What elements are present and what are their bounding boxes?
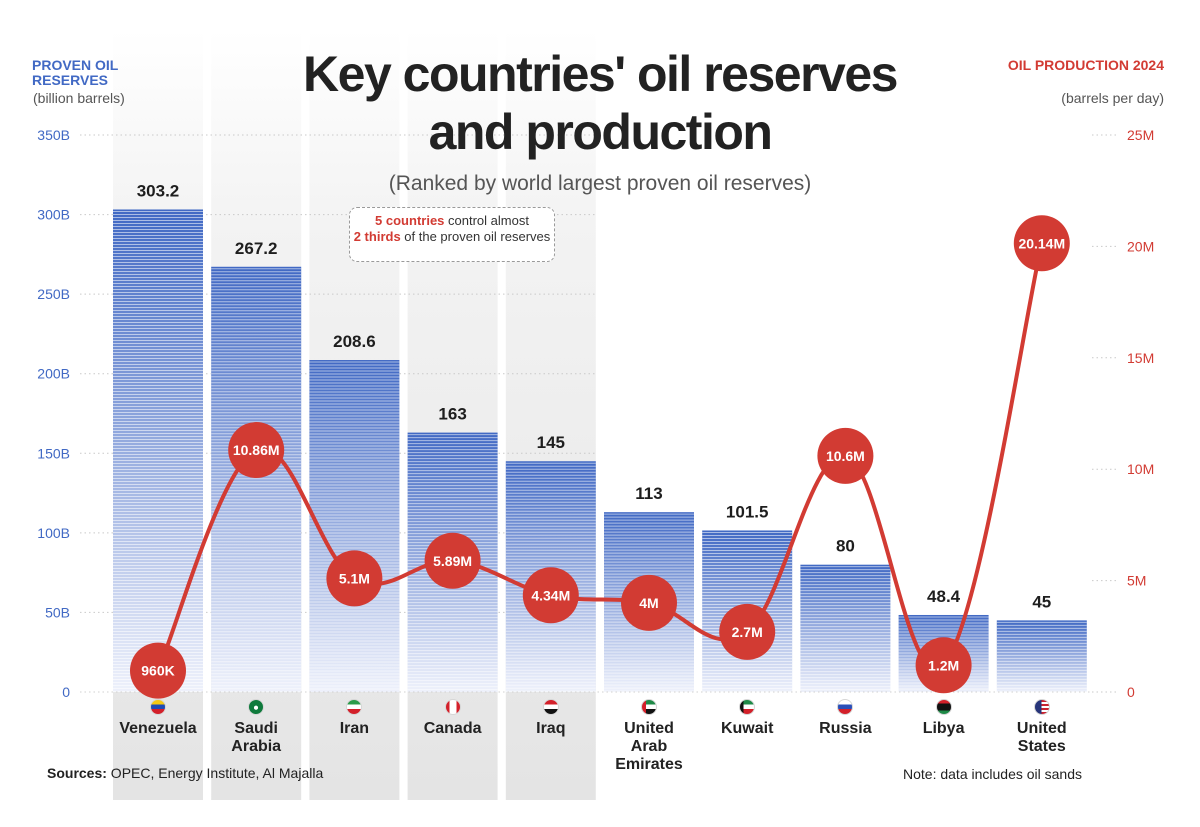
right-tick-label: 10M: [1127, 461, 1154, 477]
iran-flag-icon: [346, 699, 363, 715]
reserve-value-label: 48.4: [927, 587, 961, 606]
annotation-bold-1: 5 countries: [375, 213, 445, 228]
russia-flag-icon: [837, 699, 854, 715]
left-tick-label: 50B: [45, 604, 70, 620]
reserve-bar: [211, 266, 302, 692]
annotation-bold-2: 2 thirds: [353, 229, 401, 244]
production-value-label: 4.34M: [531, 587, 570, 603]
left-axis-title: PROVEN OIL RESERVES: [32, 57, 119, 88]
reserve-bar: [800, 564, 891, 692]
right-tick-label: 25M: [1127, 127, 1154, 143]
right-tick-label: 15M: [1127, 350, 1154, 366]
reserve-bar-stripes: [800, 566, 891, 691]
category-label: United States: [1016, 720, 1067, 755]
iraq-flag-icon: [542, 699, 559, 715]
production-marker: [817, 427, 874, 484]
category-label: Saudi Arabia: [231, 720, 282, 755]
reserve-bar-stripes: [113, 210, 203, 692]
data-note: Note: data includes oil sands: [903, 766, 1082, 782]
reserve-bar: [309, 360, 400, 692]
reserve-value-label: 303.2: [137, 181, 180, 200]
production-marker: [326, 550, 383, 607]
production-value-label: 10.6M: [826, 448, 865, 464]
category-label: Russia: [819, 720, 872, 737]
reserve-value-label: 267.2: [235, 239, 278, 258]
right-axis-unit: (barrels per day): [1061, 90, 1164, 106]
chart-title-line-1: Key countries' oil reserves: [303, 46, 898, 102]
reserve-value-label: 45: [1032, 592, 1051, 611]
venezuela-flag-icon: [150, 699, 166, 715]
category-label: Kuwait: [720, 720, 774, 737]
left-tick-label: 150B: [37, 445, 70, 461]
category-label: Iran: [339, 720, 370, 737]
sources-note: Sources: OPEC, Energy Institute, Al Maja…: [47, 765, 323, 781]
annotation-callout: 5 countries control almost 2 thirds of t…: [349, 207, 555, 262]
left-tick-label: 300B: [37, 207, 70, 223]
annotation-text-2: of the proven oil reserves: [400, 229, 551, 244]
production-value-label: 5.89M: [433, 553, 472, 569]
production-marker: [1013, 215, 1070, 272]
sources-text: OPEC, Energy Institute, Al Majalla: [106, 765, 324, 781]
category-label: Canada: [423, 720, 482, 737]
chart-subtitle: (Ranked by world largest proven oil rese…: [388, 172, 812, 195]
sources-label: Sources:: [47, 765, 107, 781]
left-tick-label: 250B: [37, 286, 70, 302]
saudi-arabia-flag-icon: [248, 699, 265, 715]
production-marker: [522, 567, 579, 624]
reserve-value-label: 145: [537, 433, 565, 452]
kuwait-flag-icon: [739, 699, 756, 715]
left-tick-label: 200B: [37, 366, 70, 382]
reserve-bar-stripes: [996, 621, 1087, 692]
annotation-text-1: control almost: [444, 213, 529, 228]
canada-flag-icon: [444, 699, 461, 715]
production-value-label: 2.7M: [732, 624, 763, 640]
production-value-label: 4M: [639, 595, 658, 611]
production-value-label: 960K: [141, 663, 174, 679]
category-label: United Arab Emirates: [615, 720, 683, 773]
united-states-flag-icon: [1033, 699, 1050, 715]
chart-title-line-2: and production: [428, 104, 773, 160]
left-tick-label: 100B: [37, 525, 70, 541]
category-label: Iraq: [536, 720, 566, 737]
right-tick-label: 20M: [1127, 238, 1154, 254]
category-label: Venezuela: [119, 720, 197, 737]
production-value-label: 5.1M: [339, 570, 370, 586]
category-label: Libya: [922, 720, 965, 737]
left-tick-label: 350B: [37, 127, 70, 143]
uae-flag-icon: [641, 699, 657, 715]
production-marker: [915, 637, 972, 694]
production-marker: [130, 642, 186, 699]
reserve-bar: [996, 620, 1087, 692]
left-tick-label: 0: [62, 684, 70, 700]
right-axis-title: OIL PRODUCTION 2024: [1007, 57, 1164, 73]
reserve-value-label: 208.6: [333, 332, 376, 351]
production-marker: [424, 532, 481, 589]
production-marker: [621, 574, 677, 631]
reserve-value-label: 163: [438, 405, 466, 424]
production-value-label: 20.14M: [1018, 235, 1065, 251]
production-value-label: 10.86M: [233, 442, 280, 458]
production-marker: [719, 603, 776, 660]
reserve-value-label: 80: [836, 537, 855, 556]
production-marker: [228, 422, 285, 479]
right-tick-label: 0: [1127, 684, 1135, 700]
reserve-value-label: 113: [635, 484, 662, 503]
production-value-label: 1.2M: [928, 657, 959, 673]
reserve-value-label: 101.5: [726, 502, 769, 521]
libya-flag-icon: [935, 699, 952, 715]
right-tick-label: 5M: [1127, 573, 1146, 589]
left-axis-unit: (billion barrels): [33, 90, 125, 106]
